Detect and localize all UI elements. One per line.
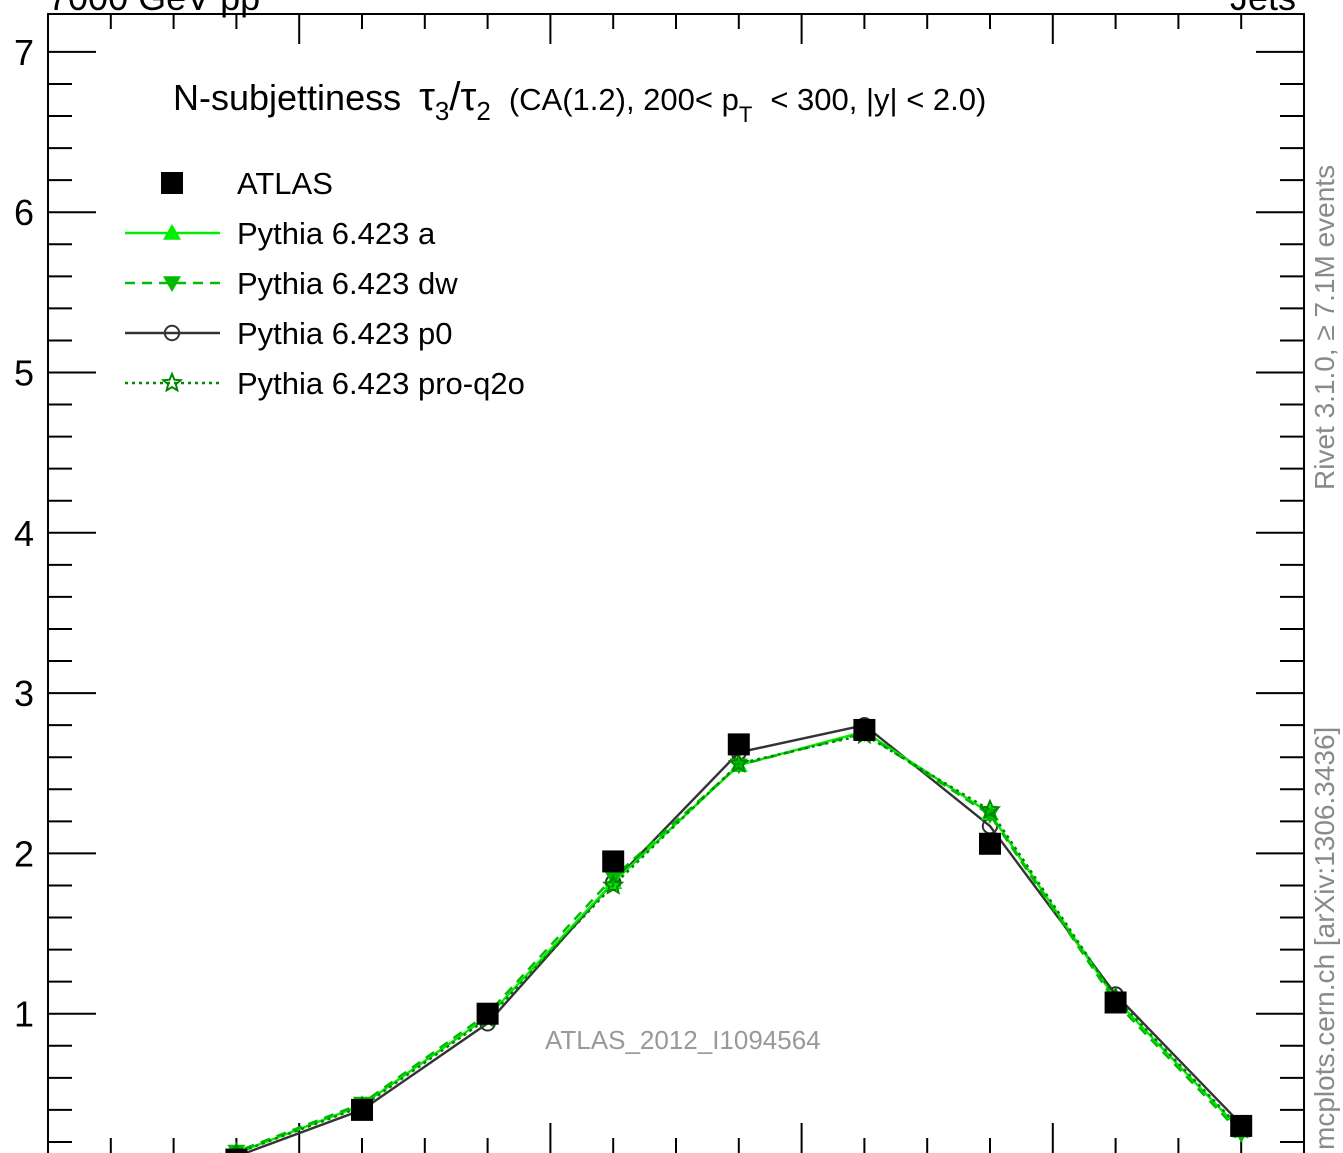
- data-point: [602, 873, 625, 895]
- y-tick-label: 4: [14, 513, 34, 554]
- y-tick-label: 3: [14, 673, 34, 714]
- data-point: [1104, 991, 1127, 1014]
- title-subT: T: [739, 102, 752, 127]
- data-point: [602, 850, 625, 873]
- legend-label: Pythia 6.423 p0: [237, 316, 452, 351]
- data-point: [727, 751, 750, 773]
- header-left-label: 7000 GeV pp: [48, 0, 260, 18]
- series-pythia-6-423-p0: [228, 716, 1250, 1153]
- series-atlas: [225, 718, 1253, 1153]
- data-point: [351, 1098, 373, 1121]
- title-tau3: τ: [419, 75, 435, 119]
- header-right-label: Jets: [1230, 0, 1296, 18]
- title-tau2: τ: [461, 75, 477, 119]
- legend-label: ATLAS: [237, 166, 333, 201]
- data-point: [979, 832, 1001, 855]
- y-tick-label: 7: [14, 32, 34, 73]
- legend-entry: ATLAS: [161, 166, 333, 201]
- legend-marker: [163, 224, 181, 240]
- series-line: [219, 731, 1243, 1153]
- legend-entry: Pythia 6.423 p0: [125, 316, 452, 351]
- legend-entry: Pythia 6.423 a: [125, 216, 436, 251]
- series-line: [242, 723, 1243, 1153]
- title-slash: /: [449, 75, 461, 119]
- plot-title: N-subjettiness τ3/τ2 (CA(1.2), 200< pT <…: [173, 75, 986, 130]
- title-open: (CA(1.2), 200< p: [509, 82, 739, 117]
- title-sub3: 3: [435, 96, 449, 126]
- series-line: [229, 733, 1243, 1153]
- legend-marker: [163, 276, 181, 292]
- data-point: [729, 758, 748, 775]
- series-pythia-6-423-pro-q2o: [225, 723, 1253, 1153]
- series-layer: [219, 716, 1253, 1153]
- series-pythia-6-423-a: [229, 722, 1251, 1153]
- y-tick-label: 6: [14, 192, 34, 233]
- title-prefix: N-subjettiness: [173, 77, 401, 118]
- y-tick-label: 2: [14, 833, 34, 874]
- legend-label: Pythia 6.423 pro-q2o: [237, 366, 525, 401]
- title-sub2: 2: [476, 96, 490, 126]
- data-point: [978, 798, 1002, 820]
- legend-label: Pythia 6.423 dw: [237, 266, 458, 301]
- data-point: [476, 1002, 499, 1025]
- series-line: [229, 730, 1243, 1153]
- y-tick-label: 1: [14, 994, 34, 1035]
- data-point: [727, 733, 750, 756]
- side-label-upper: Rivet 3.1.0, ≥ 7.1M events: [1309, 165, 1340, 490]
- title-close: < 300, |y| < 2.0): [770, 82, 986, 117]
- legend-marker: [163, 324, 181, 342]
- legend-label: Pythia 6.423 a: [237, 216, 436, 251]
- analysis-watermark: ATLAS_2012_I1094564: [545, 1025, 821, 1055]
- legend-marker: [160, 371, 184, 393]
- legend: ATLAS Pythia 6.423 a Pythia 6.423 dw Pythia…: [125, 166, 525, 401]
- side-label-lower: mcplots.cern.ch [arXiv:1306.3436]: [1309, 727, 1340, 1150]
- data-point: [225, 1148, 248, 1153]
- legend-marker: [161, 172, 183, 194]
- y-tick-label: 5: [14, 353, 34, 394]
- y-tick-labels: 12345670: [14, 32, 34, 1035]
- data-point: [1230, 1114, 1253, 1137]
- legend-entry: Pythia 6.423 pro-q2o: [125, 366, 525, 401]
- data-point: [853, 718, 876, 741]
- axis-ticks: [47, 14, 1305, 1153]
- legend-entry: Pythia 6.423 dw: [125, 266, 458, 301]
